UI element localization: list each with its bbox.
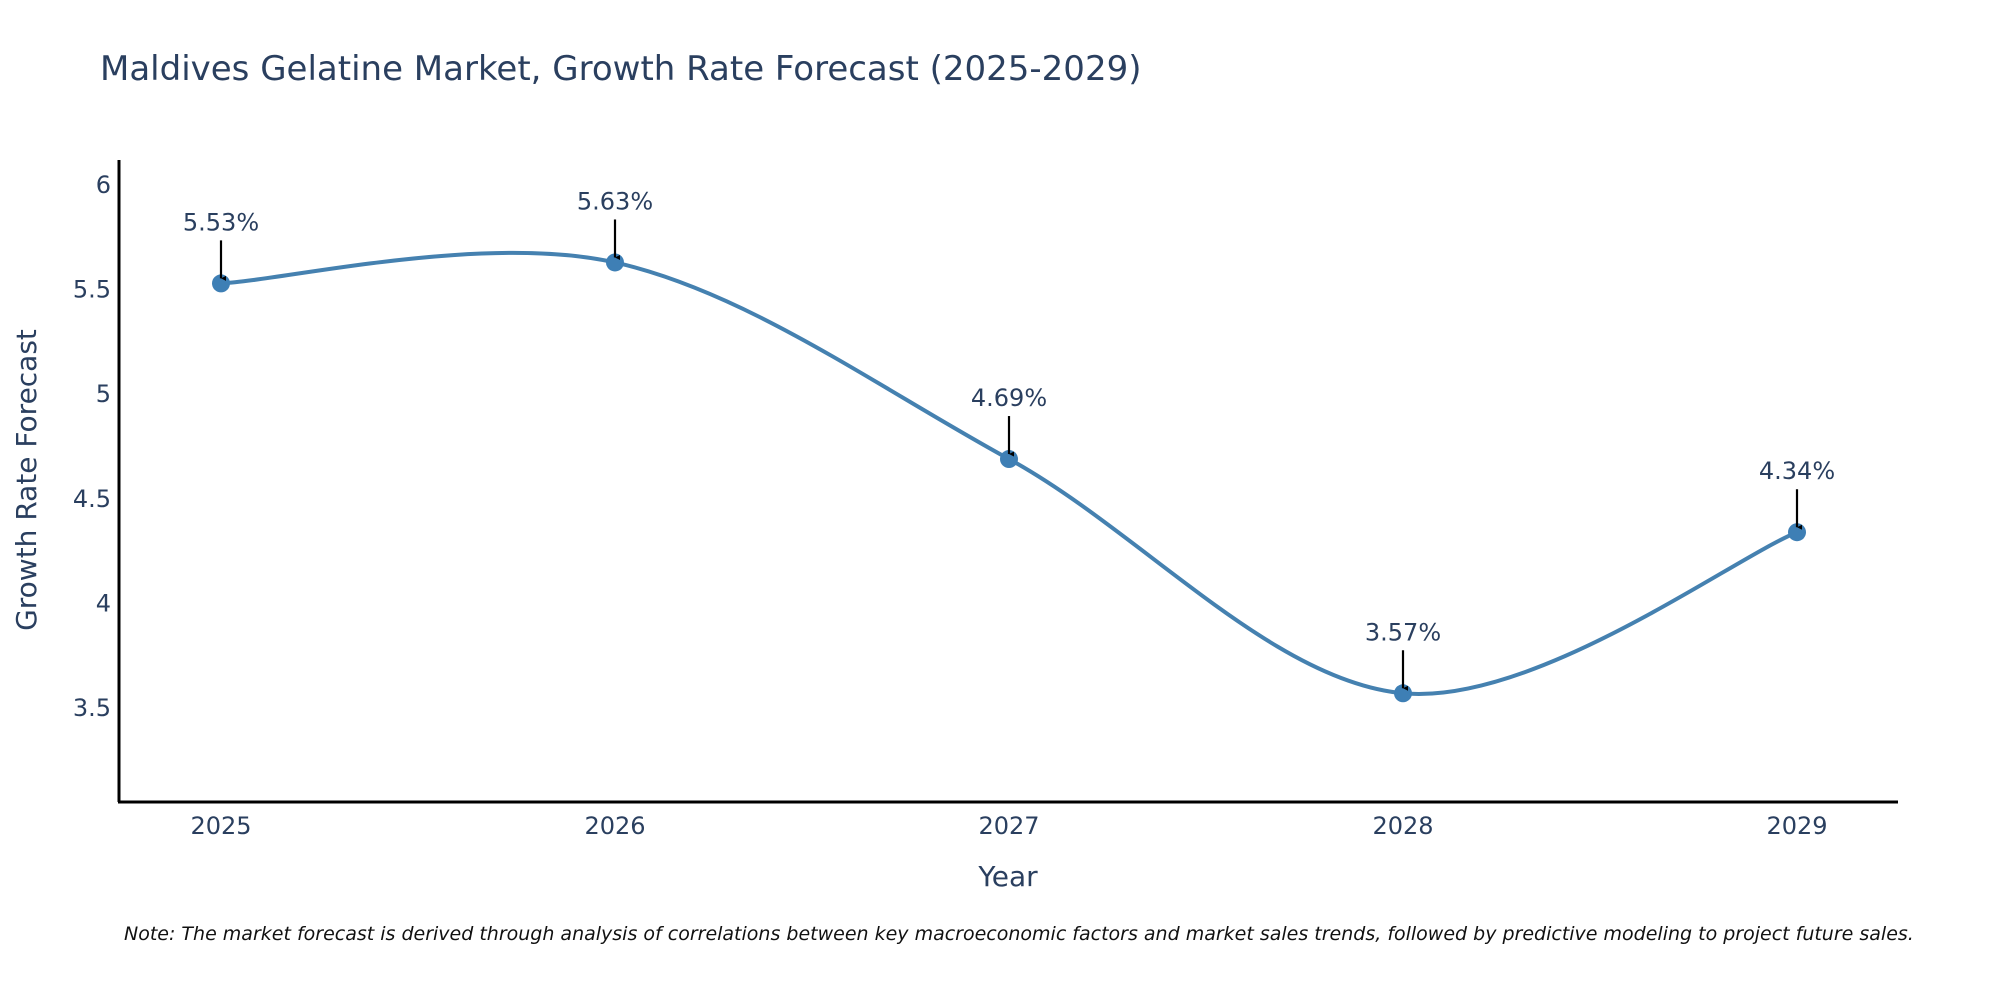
y-tick-label: 4.5 bbox=[73, 485, 111, 513]
y-tick-label: 6 bbox=[96, 171, 111, 199]
x-tick-label: 2026 bbox=[584, 812, 645, 840]
footnote: Note: The market forecast is derived thr… bbox=[124, 923, 1914, 945]
x-tick-label: 2029 bbox=[1766, 812, 1827, 840]
y-tick-label: 5 bbox=[96, 380, 111, 408]
y-tick-label: 4 bbox=[96, 589, 111, 617]
data-markers bbox=[212, 253, 1806, 703]
x-axis-ticks: 2025 2026 2027 2028 2029 bbox=[190, 812, 1827, 840]
chart-title: Maldives Gelatine Market, Growth Rate Fo… bbox=[100, 49, 1141, 89]
x-tick-label: 2025 bbox=[190, 812, 251, 840]
data-label: 4.69% bbox=[971, 384, 1047, 412]
data-label: 4.34% bbox=[1759, 457, 1835, 485]
y-tick-label: 5.5 bbox=[73, 276, 111, 304]
series-line bbox=[219, 250, 1799, 696]
data-label: 5.63% bbox=[577, 187, 653, 215]
x-tick-label: 2028 bbox=[1372, 812, 1433, 840]
x-axis-title: Year bbox=[977, 860, 1038, 893]
data-label: 3.57% bbox=[1365, 618, 1441, 646]
y-axis-title: Growth Rate Forecast bbox=[10, 329, 43, 631]
data-annotations: 5.53% 5.63% 4.69% 3.57% 4.34% bbox=[183, 187, 1835, 691]
y-axis-ticks: 3.5 4 4.5 5 5.5 6 bbox=[73, 171, 111, 722]
x-tick-label: 2027 bbox=[978, 812, 1039, 840]
y-tick-label: 3.5 bbox=[73, 694, 111, 722]
data-label: 5.53% bbox=[183, 208, 259, 236]
